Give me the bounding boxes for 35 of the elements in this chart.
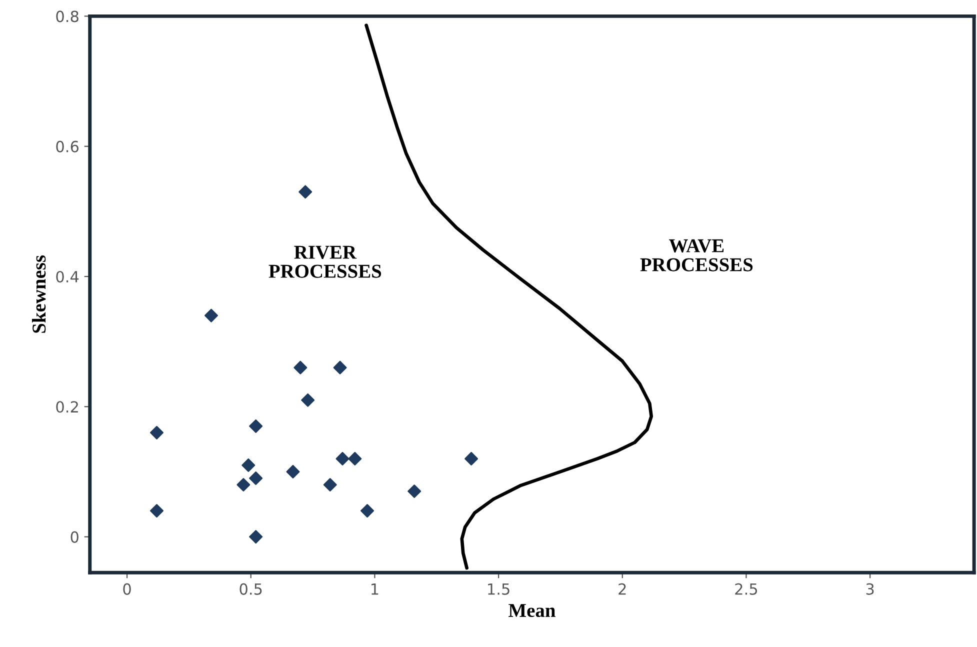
point: [301, 393, 315, 407]
x-tick-label: 2: [618, 583, 626, 595]
point: [360, 504, 374, 518]
point: [464, 452, 478, 466]
y-axis-title: Skewness: [32, 255, 46, 333]
point: [249, 419, 263, 433]
annotation: WAVE PROCESSES: [640, 239, 753, 272]
x-tick-label: 1: [372, 583, 378, 595]
x-tick-label: 0: [123, 583, 131, 595]
x-tick-label: 0.5: [240, 583, 262, 595]
point: [249, 530, 263, 544]
point: [298, 185, 312, 199]
x-tick-label: 3: [866, 583, 874, 595]
point: [336, 452, 350, 466]
point: [236, 478, 250, 492]
point: [323, 478, 337, 492]
x-axis-title: Mean: [508, 604, 556, 618]
y-tick-label: 0: [70, 531, 78, 543]
x-tick-label: 1.5: [488, 583, 510, 595]
point: [242, 458, 256, 472]
x-tick-label: 2.5: [735, 583, 758, 595]
point: [408, 484, 422, 498]
y-tick-label: 0.4: [56, 270, 79, 283]
point: [286, 464, 300, 478]
point: [333, 360, 347, 374]
point: [150, 504, 164, 518]
point: [150, 426, 164, 440]
point: [294, 360, 308, 374]
point: [249, 471, 263, 485]
y-tick-label: 0.2: [56, 401, 78, 413]
y-tick-label: 0.8: [56, 10, 78, 22]
point: [348, 452, 362, 466]
annotation: RIVER PROCESSES: [268, 246, 382, 278]
point: [204, 308, 218, 322]
y-tick-label: 0.6: [56, 140, 79, 152]
